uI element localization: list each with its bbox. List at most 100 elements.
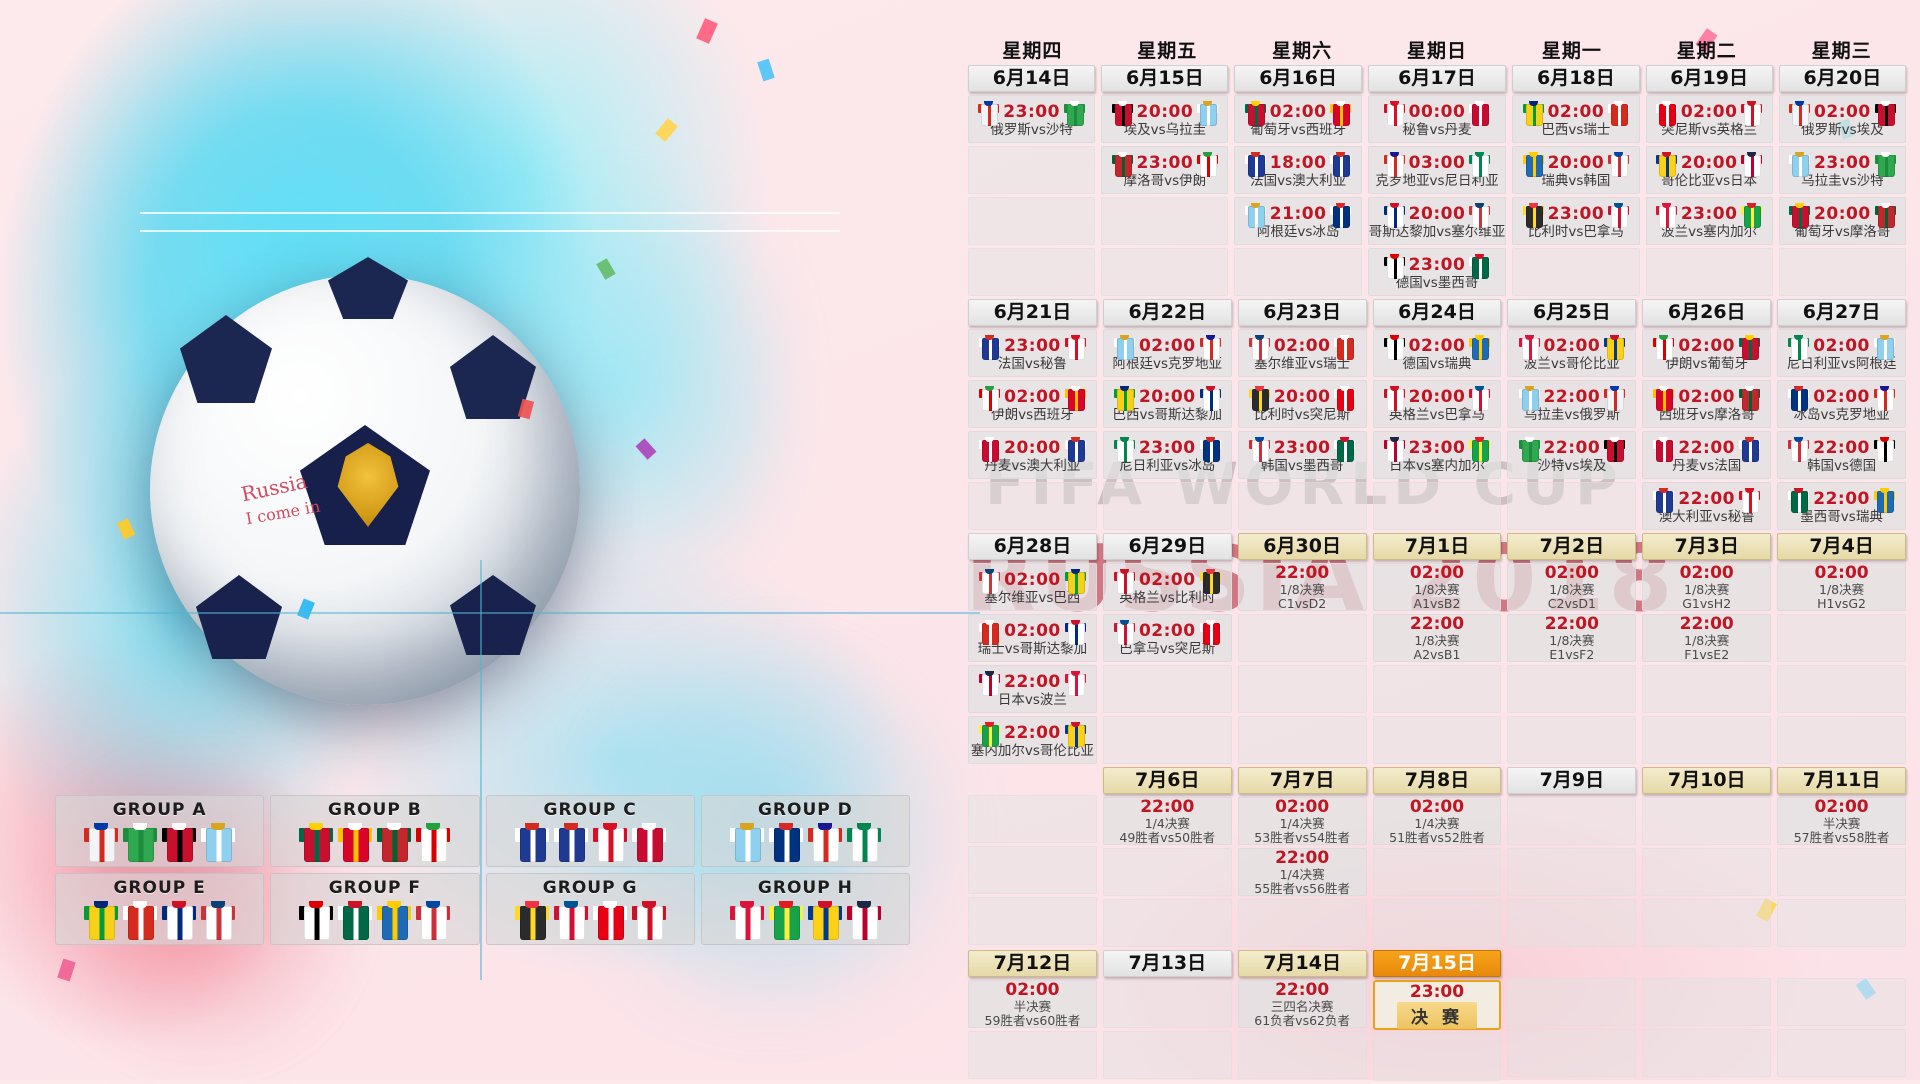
match-cell[interactable]: 22:00 乌拉圭vs俄罗斯: [1507, 380, 1637, 428]
match-cell[interactable]: 23:00 俄罗斯vs沙特: [968, 95, 1096, 143]
match-cell[interactable]: 02:00 伊朗vs葡萄牙: [1642, 329, 1772, 377]
match-cell[interactable]: 02:00 俄罗斯vs埃及: [1778, 95, 1906, 143]
match-cell[interactable]: 23:00 乌拉圭vs沙特: [1778, 146, 1906, 194]
match-cell[interactable]: 02:00 伊朗vs西班牙: [968, 380, 1097, 428]
date-header[interactable]: 7月14日: [1237, 950, 1367, 977]
final-match-cell[interactable]: 23:00 决 赛: [1372, 980, 1502, 1030]
match-cell[interactable]: 02:00 阿根廷vs克罗地亚: [1102, 329, 1232, 377]
date-header[interactable]: 6月18日: [1512, 65, 1640, 92]
match-cell[interactable]: 02:00 西班牙vs摩洛哥: [1642, 380, 1772, 428]
match-cell[interactable]: 03:00 克罗地亚vs尼日利亚: [1367, 146, 1507, 194]
group-box-f[interactable]: GROUP F: [270, 873, 480, 945]
date-header[interactable]: 7月4日: [1777, 533, 1906, 560]
date-header[interactable]: 7月10日: [1642, 767, 1772, 794]
date-header[interactable]: 7月2日: [1507, 533, 1637, 560]
match-cell[interactable]: 23:00 法国vs秘鲁: [968, 329, 1097, 377]
date-header[interactable]: 7月9日: [1507, 767, 1637, 794]
match-cell[interactable]: 22:00 三四名决赛 61负者vs62负者: [1237, 980, 1367, 1028]
date-header[interactable]: 7月13日: [1102, 950, 1232, 977]
match-cell[interactable]: 20:00 哥斯达黎加vs塞尔维亚: [1367, 197, 1507, 245]
date-header[interactable]: 6月19日: [1645, 65, 1773, 92]
match-cell[interactable]: 22:00 1/4决赛 55胜者vs56胜者: [1237, 848, 1367, 896]
match-cell[interactable]: 02:00 1/8决赛 G1vsH2: [1642, 563, 1772, 611]
match-cell[interactable]: 22:00 1/4决赛 49胜者vs50胜者: [1102, 797, 1232, 845]
match-cell[interactable]: 22:00 丹麦vs法国: [1642, 431, 1772, 479]
date-header[interactable]: 7月7日: [1237, 767, 1367, 794]
match-cell[interactable]: 00:00 秘鲁vs丹麦: [1367, 95, 1507, 143]
date-header[interactable]: 7月15日: [1372, 950, 1502, 977]
match-cell[interactable]: 02:00 冰岛vs克罗地亚: [1777, 380, 1906, 428]
date-header[interactable]: 6月29日: [1102, 533, 1232, 560]
date-header[interactable]: 6月20日: [1778, 65, 1906, 92]
date-header[interactable]: 6月21日: [968, 299, 1097, 326]
match-cell[interactable]: 02:00 半决赛 59胜者vs60胜者: [968, 980, 1097, 1028]
match-cell[interactable]: 02:00 波兰vs哥伦比亚: [1507, 329, 1637, 377]
match-cell[interactable]: 02:00 尼日利亚vs阿根廷: [1777, 329, 1906, 377]
date-header[interactable]: 7月11日: [1777, 767, 1906, 794]
match-cell[interactable]: 22:00 1/8决赛 E1vsF2: [1507, 614, 1637, 662]
match-cell[interactable]: 20:00 丹麦vs澳大利亚: [968, 431, 1097, 479]
match-cell[interactable]: 23:00 波兰vs塞内加尔: [1645, 197, 1773, 245]
match-cell[interactable]: 02:00 1/4决赛 51胜者vs52胜者: [1372, 797, 1502, 845]
date-header[interactable]: 6月16日: [1234, 65, 1362, 92]
date-header[interactable]: 7月3日: [1642, 533, 1772, 560]
match-cell[interactable]: 22:00 1/8决赛 F1vsE2: [1642, 614, 1772, 662]
date-header[interactable]: 6月28日: [968, 533, 1097, 560]
date-header[interactable]: 7月12日: [968, 950, 1097, 977]
match-cell[interactable]: 23:00 日本vs塞内加尔: [1372, 431, 1502, 479]
match-cell[interactable]: 22:00 塞内加尔vs哥伦比亚: [968, 716, 1097, 764]
date-header[interactable]: 6月24日: [1372, 299, 1502, 326]
match-cell[interactable]: 23:00 德国vs墨西哥: [1367, 248, 1507, 296]
date-header[interactable]: 6月25日: [1507, 299, 1637, 326]
match-cell[interactable]: 22:00 1/8决赛 A2vsB1: [1372, 614, 1502, 662]
group-box-b[interactable]: GROUP B: [270, 795, 480, 867]
match-cell[interactable]: 02:00 1/4决赛 53胜者vs54胜者: [1237, 797, 1367, 845]
date-header[interactable]: 6月30日: [1237, 533, 1367, 560]
match-cell[interactable]: 23:00 尼日利亚vs冰岛: [1102, 431, 1232, 479]
group-box-g[interactable]: GROUP G: [485, 873, 695, 945]
match-cell[interactable]: 21:00 阿根廷vs冰岛: [1234, 197, 1362, 245]
match-cell[interactable]: 02:00 瑞士vs哥斯达黎加: [968, 614, 1097, 662]
match-cell[interactable]: 22:00 墨西哥vs瑞典: [1777, 482, 1906, 530]
match-cell[interactable]: 02:00 德国vs瑞典: [1372, 329, 1502, 377]
match-cell[interactable]: 02:00 半决赛 57胜者vs58胜者: [1777, 797, 1906, 845]
match-cell[interactable]: 02:00 塞尔维亚vs巴西: [968, 563, 1097, 611]
match-cell[interactable]: 02:00 巴拿马vs突尼斯: [1102, 614, 1232, 662]
date-header[interactable]: 6月17日: [1367, 65, 1507, 92]
match-cell[interactable]: 20:00 埃及vs乌拉圭: [1101, 95, 1229, 143]
match-cell[interactable]: 23:00 韩国vs墨西哥: [1237, 431, 1367, 479]
date-header[interactable]: 6月27日: [1777, 299, 1906, 326]
match-cell[interactable]: 22:00 沙特vs埃及: [1507, 431, 1637, 479]
match-cell[interactable]: 22:00 1/8决赛 C1vsD2: [1237, 563, 1367, 611]
date-header[interactable]: 7月1日: [1372, 533, 1502, 560]
group-box-d[interactable]: GROUP D: [700, 795, 910, 867]
date-header[interactable]: 7月8日: [1372, 767, 1502, 794]
match-cell[interactable]: 22:00 日本vs波兰: [968, 665, 1097, 713]
match-cell[interactable]: 02:00 塞尔维亚vs瑞士: [1237, 329, 1367, 377]
match-cell[interactable]: 20:00 葡萄牙vs摩洛哥: [1778, 197, 1906, 245]
date-header[interactable]: 7月6日: [1102, 767, 1232, 794]
date-header[interactable]: 6月15日: [1101, 65, 1229, 92]
match-cell[interactable]: 02:00 1/8决赛 A1vsB2: [1372, 563, 1502, 611]
match-cell[interactable]: 20:00 巴西vs哥斯达黎加: [1102, 380, 1232, 428]
match-cell[interactable]: 02:00 1/8决赛 H1vsG2: [1777, 563, 1906, 611]
group-box-c[interactable]: GROUP C: [485, 795, 695, 867]
match-cell[interactable]: 20:00 比利时vs突尼斯: [1237, 380, 1367, 428]
match-cell[interactable]: 22:00 澳大利亚vs秘鲁: [1642, 482, 1772, 530]
group-box-a[interactable]: GROUP A: [55, 795, 265, 867]
group-box-h[interactable]: GROUP H: [700, 873, 910, 945]
match-cell[interactable]: 20:00 英格兰vs巴拿马: [1372, 380, 1502, 428]
date-header[interactable]: 6月14日: [968, 65, 1096, 92]
date-header[interactable]: 6月23日: [1237, 299, 1367, 326]
match-cell[interactable]: 02:00 巴西vs瑞士: [1512, 95, 1640, 143]
match-cell[interactable]: 02:00 英格兰vs比利时: [1102, 563, 1232, 611]
match-cell[interactable]: 02:00 1/8决赛 C2vsD1: [1507, 563, 1637, 611]
match-cell[interactable]: 20:00 瑞典vs韩国: [1512, 146, 1640, 194]
match-cell[interactable]: 23:00 比利时vs巴拿马: [1512, 197, 1640, 245]
date-header[interactable]: 6月22日: [1102, 299, 1232, 326]
date-header[interactable]: 6月26日: [1642, 299, 1772, 326]
match-cell[interactable]: 20:00 哥伦比亚vs日本: [1645, 146, 1773, 194]
group-box-e[interactable]: GROUP E: [55, 873, 265, 945]
match-cell[interactable]: 22:00 韩国vs德国: [1777, 431, 1906, 479]
match-cell[interactable]: 02:00 葡萄牙vs西班牙: [1234, 95, 1362, 143]
